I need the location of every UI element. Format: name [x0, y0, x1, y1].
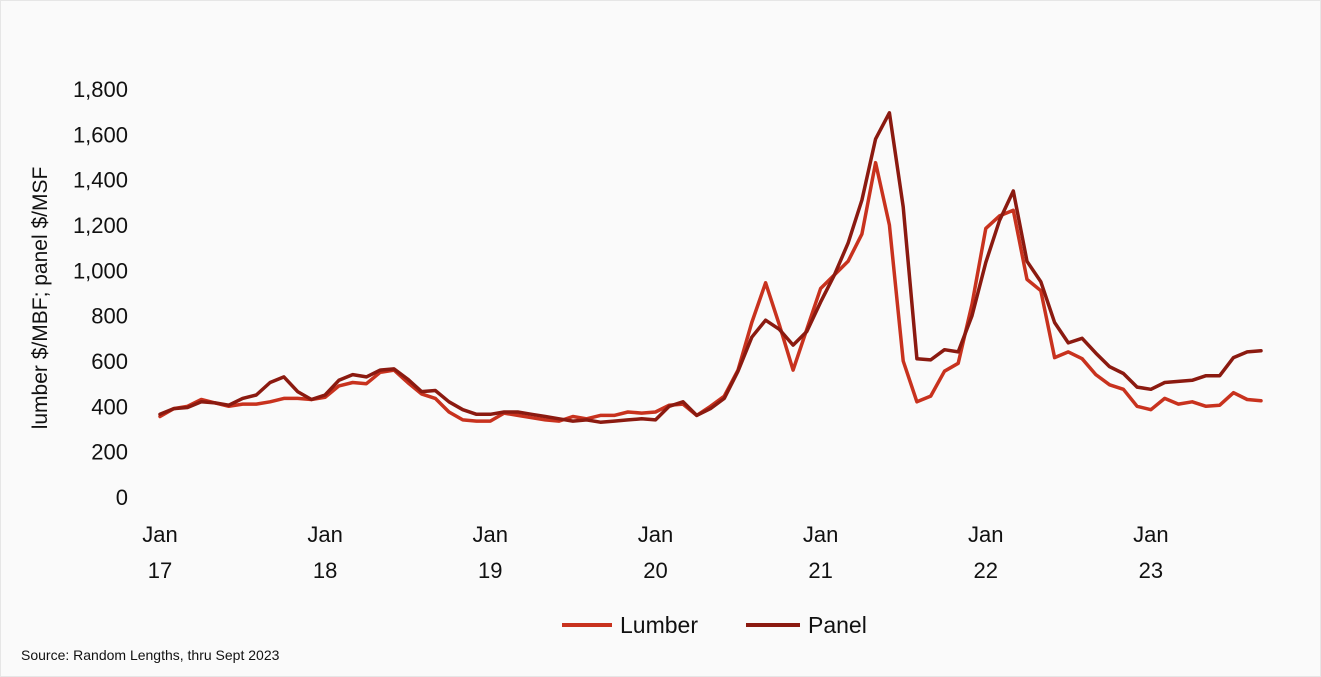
- x-tick-labels: Jan 17 Jan 18 Jan 19 Jan 20 Jan 21 Jan 22 Jan 23: [142, 522, 1168, 583]
- x-tick-label: Jan 18: [307, 522, 342, 583]
- y-tick-label: 1,600: [73, 122, 128, 147]
- y-axis-title: lumber $/MBF; panel $/MSF: [29, 167, 52, 430]
- y-tick-label: 1,000: [73, 258, 128, 283]
- source-note: Source: Random Lengths, thru Sept 2023: [21, 647, 279, 663]
- y-tick-label: 200: [91, 440, 128, 465]
- x-tick-label: Jan 19: [473, 522, 508, 583]
- y-tick-labels: 0 200 400 600 800 1,000 1,200 1,400 1,600 1,800: [73, 77, 128, 510]
- y-tick-label: 800: [91, 304, 128, 329]
- legend-label-lumber: Lumber: [620, 612, 698, 638]
- y-tick-label: 1,400: [73, 168, 128, 193]
- x-tick-label: Jan 21: [803, 522, 838, 583]
- y-tick-label: 600: [91, 349, 128, 374]
- y-axis-title-group: lumber $/MBF; panel $/MSF: [29, 167, 52, 430]
- x-tick-label: Jan 17: [142, 522, 177, 583]
- x-tick-label: Jan 20: [638, 522, 673, 583]
- x-tick-label: Jan 22: [968, 522, 1003, 583]
- x-tick-label: Jan 23: [1133, 522, 1168, 583]
- y-tick-label: 1,800: [73, 77, 128, 102]
- legend-label-panel: Panel: [808, 612, 867, 638]
- y-tick-label: 1,200: [73, 213, 128, 238]
- series-layer: [160, 113, 1261, 422]
- y-tick-label: 0: [116, 485, 128, 510]
- legend: Lumber Panel: [562, 612, 867, 638]
- legend-item-panel: Panel: [746, 612, 867, 638]
- legend-item-lumber: Lumber: [562, 612, 698, 638]
- series-line-lumber: [160, 163, 1261, 421]
- y-tick-label: 400: [91, 394, 128, 419]
